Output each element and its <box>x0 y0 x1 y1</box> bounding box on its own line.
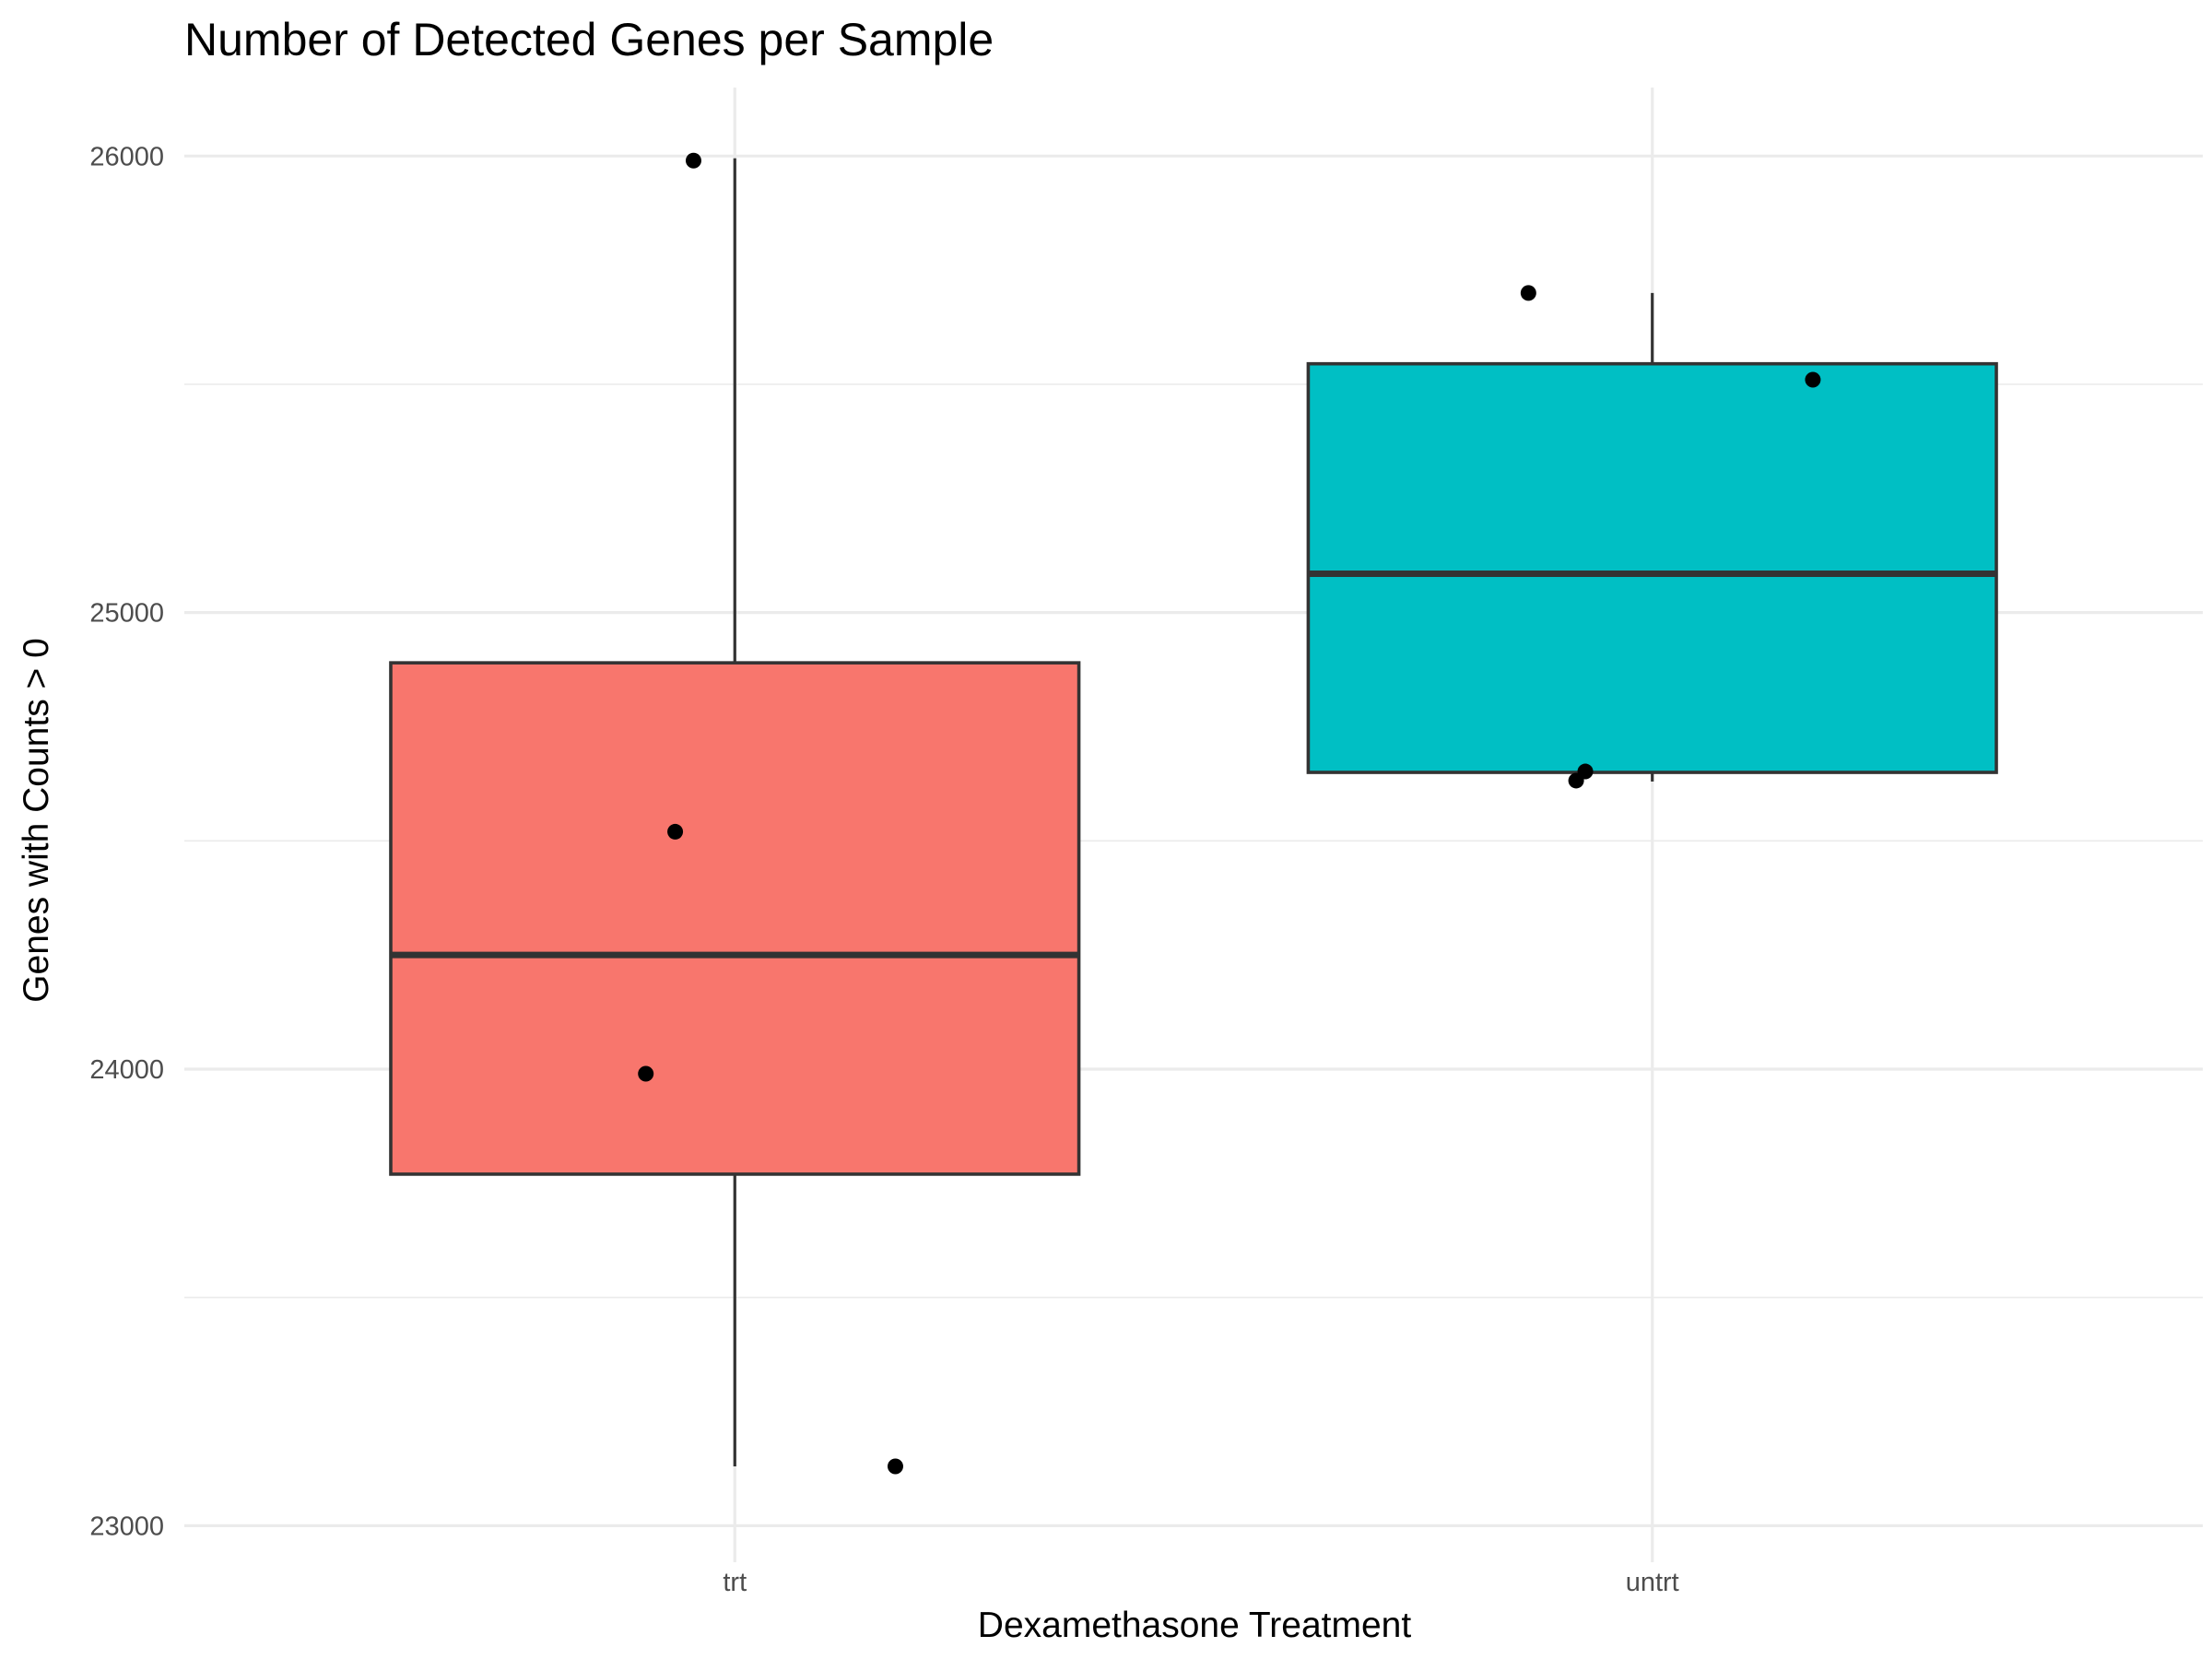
y-tick-label: 23000 <box>89 1512 164 1541</box>
data-point <box>1805 371 1821 388</box>
x-tick-label: untrt <box>1626 1568 1679 1597</box>
box-body <box>1306 361 1998 774</box>
x-tick-label: trt <box>723 1568 747 1597</box>
y-axis-title: Genes with Counts > 0 <box>17 638 56 1003</box>
data-point <box>887 1458 903 1475</box>
box-layer <box>389 158 1998 1466</box>
data-point <box>638 1065 654 1082</box>
y-tick-label: 25000 <box>89 599 164 629</box>
y-tick-label: 24000 <box>89 1055 164 1085</box>
tick-label-layer: 23000 24000 25000 26000 trt untrt <box>89 142 1678 1597</box>
data-point <box>1577 763 1594 780</box>
data-point <box>685 152 701 169</box>
chart-title: Number of Detected Genes per Sample <box>184 14 994 65</box>
data-point <box>667 823 684 840</box>
box-trt <box>389 158 1081 1466</box>
box-body <box>389 661 1081 1176</box>
y-tick-label: 26000 <box>89 142 164 171</box>
box-untrt <box>1306 292 1998 782</box>
x-axis-title: Dexamethasone Treatment <box>978 1606 1412 1645</box>
data-point <box>1520 285 1536 301</box>
point-layer <box>638 152 1821 1475</box>
